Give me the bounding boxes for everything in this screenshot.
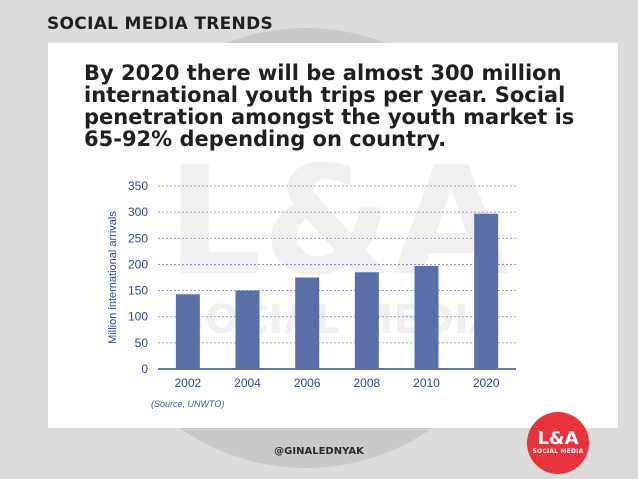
bar: [235, 290, 260, 369]
x-tick-label: 2020: [473, 376, 500, 390]
x-tick-label: 2010: [413, 376, 440, 390]
x-tick-label: 2008: [353, 376, 380, 390]
content-card: [48, 43, 618, 428]
y-tick-label: 50: [135, 336, 149, 350]
chart-source: (Source, UNWTO): [151, 399, 225, 409]
x-tick-label: 2004: [234, 376, 261, 390]
brand-logo: L&A SOCIAL MEDIA: [527, 412, 589, 474]
y-tick-label: 150: [128, 284, 148, 298]
brand-logo-sub: SOCIAL MEDIA: [532, 448, 584, 455]
headline: By 2020 there will be almost 300 million…: [84, 61, 575, 151]
y-tick-label: 200: [128, 257, 148, 271]
bar: [354, 272, 379, 369]
y-tick-label: 300: [128, 205, 148, 219]
x-tick-label: 2002: [174, 376, 201, 390]
bar: [414, 265, 439, 369]
y-tick-label: 100: [128, 310, 148, 324]
bar: [175, 294, 200, 369]
y-axis-label: Million international arrivals: [107, 211, 119, 344]
bar: [295, 277, 320, 369]
y-tick-label: 350: [128, 179, 148, 193]
bar: [474, 213, 499, 369]
brand-logo-main: L&A: [537, 428, 579, 449]
y-tick-label: 0: [141, 362, 148, 376]
y-tick-label: 250: [128, 231, 148, 245]
x-tick-label: 2006: [294, 376, 321, 390]
page-title: SOCIAL MEDIA TRENDS: [47, 14, 274, 34]
footer-handle: @GINALEDNYAK: [274, 446, 364, 457]
